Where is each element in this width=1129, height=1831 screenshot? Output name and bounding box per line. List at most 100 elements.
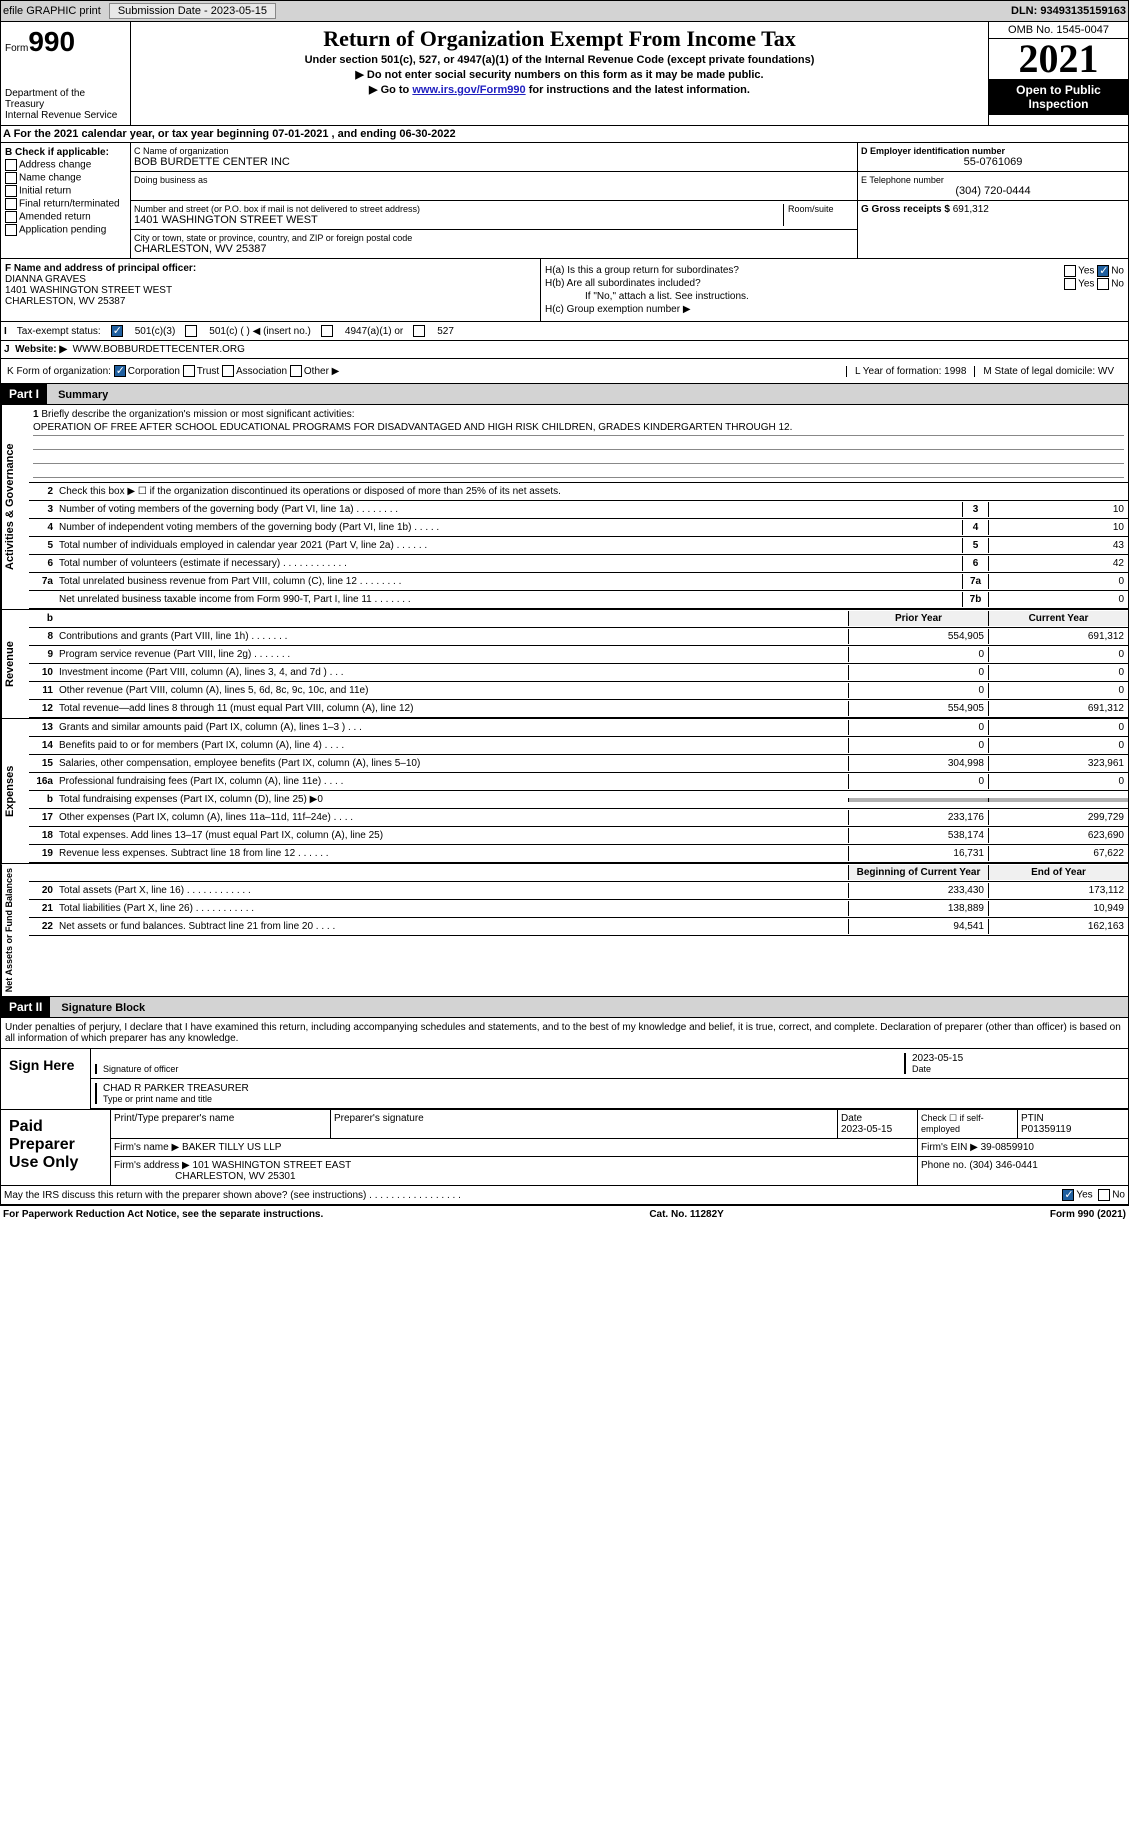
prep-name-lbl: Print/Type preparer's name <box>111 1110 331 1138</box>
city-lbl: City or town, state or province, country… <box>134 233 854 243</box>
line-16a: 16aProfessional fundraising fees (Part I… <box>29 773 1128 791</box>
firm-addr1: 101 WASHINGTON STREET EAST <box>193 1160 352 1171</box>
firm-phone: (304) 346-0441 <box>969 1160 1037 1171</box>
city-state-zip: CHARLESTON, WV 25387 <box>134 243 854 255</box>
line-8: 8Contributions and grants (Part VIII, li… <box>29 628 1128 646</box>
cb-other[interactable] <box>290 365 302 377</box>
website-url: WWW.BOBBURDETTECENTER.ORG <box>73 344 245 355</box>
mission-text: OPERATION OF FREE AFTER SCHOOL EDUCATION… <box>33 420 1124 436</box>
line-14: 14Benefits paid to or for members (Part … <box>29 737 1128 755</box>
part-i-bar: Part I Summary <box>0 384 1129 405</box>
cb-discuss-no[interactable] <box>1098 1189 1110 1201</box>
col-c: C Name of organization BOB BURDETTE CENT… <box>131 143 858 258</box>
open-inspection: Open to PublicInspection <box>989 79 1128 115</box>
form-header: Form990 Department of the Treasury Inter… <box>0 22 1129 126</box>
ptin: P01359119 <box>1021 1124 1071 1135</box>
line-12: 12Total revenue—add lines 8 through 11 (… <box>29 700 1128 718</box>
vtab-activities: Activities & Governance <box>1 405 29 609</box>
line-b: bTotal fundraising expenses (Part IX, co… <box>29 791 1128 809</box>
row-j-website: J Website: ▶ WWW.BOBBURDETTECENTER.ORG <box>0 341 1129 359</box>
part-ii-title: Signature Block <box>53 999 153 1017</box>
dba-lbl: Doing business as <box>134 175 854 185</box>
expenses-section: Expenses 13Grants and similar amounts pa… <box>0 719 1129 864</box>
sign-here: Sign Here Signature of officer 2023-05-1… <box>0 1049 1129 1110</box>
vtab-revenue: Revenue <box>1 610 29 718</box>
line-10: 10Investment income (Part VIII, column (… <box>29 664 1128 682</box>
part-ii-label: Part II <box>1 997 50 1017</box>
self-employed: Check ☐ if self-employed <box>918 1110 1018 1138</box>
efile-label: efile GRAPHIC print <box>3 5 101 17</box>
row-i-tax-status: ITax-exempt status: 501(c)(3) 501(c) ( )… <box>0 322 1129 341</box>
street-address: 1401 WASHINGTON STREET WEST <box>134 214 779 226</box>
cb-app-pending[interactable]: Application pending <box>5 224 126 236</box>
vtab-net-assets: Net Assets or Fund Balances <box>1 864 29 996</box>
cb-assoc[interactable] <box>222 365 234 377</box>
col-d-e-g: D Employer identification number 55-0761… <box>858 143 1128 258</box>
vtab-expenses: Expenses <box>1 719 29 863</box>
part-ii-bar: Part II Signature Block <box>0 997 1129 1018</box>
cb-527[interactable] <box>413 325 425 337</box>
form-word: Form <box>5 43 28 54</box>
cb-address-change[interactable]: Address change <box>5 159 126 171</box>
phone-lbl: E Telephone number <box>861 175 1125 185</box>
cat-no: Cat. No. 11282Y <box>649 1209 723 1220</box>
dln: DLN: 93493135159163 <box>1011 5 1126 17</box>
note-ssn: ▶ Do not enter social security numbers o… <box>135 68 984 81</box>
cb-501c3[interactable] <box>111 325 123 337</box>
line-21: 21Total liabilities (Part X, line 26) . … <box>29 900 1128 918</box>
line-6: 6Total number of volunteers (estimate if… <box>29 555 1128 573</box>
col-b: B Check if applicable: Address change Na… <box>1 143 131 258</box>
dept-treasury: Department of the Treasury <box>5 88 126 110</box>
declaration: Under penalties of perjury, I declare th… <box>0 1018 1129 1049</box>
footer: For Paperwork Reduction Act Notice, see … <box>0 1205 1129 1223</box>
cb-501c[interactable] <box>185 325 197 337</box>
discuss-row: May the IRS discuss this return with the… <box>0 1186 1129 1205</box>
cb-trust[interactable] <box>183 365 195 377</box>
line-13: 13Grants and similar amounts paid (Part … <box>29 719 1128 737</box>
submission-date: Submission Date - 2023-05-15 <box>109 3 276 19</box>
irs-label: Internal Revenue Service <box>5 110 126 121</box>
line-11: 11Other revenue (Part VIII, column (A), … <box>29 682 1128 700</box>
b-header: B Check if applicable: <box>5 147 126 158</box>
net-assets-section: Net Assets or Fund Balances Beginning of… <box>0 864 1129 997</box>
cb-amended-return[interactable]: Amended return <box>5 211 126 223</box>
paid-preparer: Paid Preparer Use Only Print/Type prepar… <box>0 1110 1129 1186</box>
cb-corp[interactable] <box>114 365 126 377</box>
hb-row: H(b) Are all subordinates included? Yes … <box>545 278 1124 289</box>
part-i-title: Summary <box>50 386 116 404</box>
line-3: 3Number of voting members of the governi… <box>29 501 1128 519</box>
row-k-l-m: K Form of organization: Corporation Trus… <box>0 359 1129 384</box>
addr-lbl: Number and street (or P.O. box if mail i… <box>134 204 779 214</box>
sig-officer-lbl: Signature of officer <box>103 1064 884 1074</box>
cb-discuss-yes[interactable] <box>1062 1189 1074 1201</box>
activities-governance: Activities & Governance 1 Briefly descri… <box>0 405 1129 610</box>
officer-city: CHARLESTON, WV 25387 <box>5 296 536 307</box>
section-f-h: F Name and address of principal officer:… <box>0 259 1129 322</box>
line-4: 4Number of independent voting members of… <box>29 519 1128 537</box>
top-bar: efile GRAPHIC print Submission Date - 20… <box>0 0 1129 22</box>
line-2: 2Check this box ▶ ☐ if the organization … <box>29 483 1128 501</box>
section-b-to-g: B Check if applicable: Address change Na… <box>0 143 1129 259</box>
form-990: 990 <box>28 26 75 57</box>
line-17: 17Other expenses (Part IX, column (A), l… <box>29 809 1128 827</box>
row-a-tax-year: A For the 2021 calendar year, or tax yea… <box>0 126 1129 143</box>
ein: 55-0761069 <box>861 156 1125 168</box>
form-ref: Form 990 (2021) <box>1050 1209 1126 1220</box>
cb-final-return[interactable]: Final return/terminated <box>5 198 126 210</box>
irs-link[interactable]: www.irs.gov/Form990 <box>412 84 525 96</box>
cb-initial-return[interactable]: Initial return <box>5 185 126 197</box>
prep-date: 2023-05-15 <box>841 1124 892 1135</box>
prep-sig-lbl: Preparer's signature <box>331 1110 838 1138</box>
officer-addr: 1401 WASHINGTON STREET WEST <box>5 285 536 296</box>
gross-receipts: 691,312 <box>953 204 989 215</box>
cb-4947[interactable] <box>321 325 333 337</box>
state-domicile: WV <box>1098 366 1114 377</box>
line-15: 15Salaries, other compensation, employee… <box>29 755 1128 773</box>
line-: Net unrelated business taxable income fr… <box>29 591 1128 609</box>
ein-lbl: D Employer identification number <box>861 146 1125 156</box>
col-headers-rev: bPrior YearCurrent Year <box>29 610 1128 628</box>
hb-note: If "No," attach a list. See instructions… <box>545 291 1124 302</box>
org-name: BOB BURDETTE CENTER INC <box>134 156 854 168</box>
cb-name-change[interactable]: Name change <box>5 172 126 184</box>
line-19: 19Revenue less expenses. Subtract line 1… <box>29 845 1128 863</box>
